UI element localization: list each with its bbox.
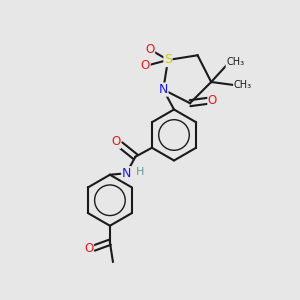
Text: S: S [164,53,172,67]
Text: N: N [159,83,168,96]
Text: O: O [141,59,150,73]
Text: O: O [84,242,94,255]
Text: CH₃: CH₃ [226,58,244,68]
Text: O: O [145,43,154,56]
Text: O: O [111,135,121,148]
Text: N: N [122,167,131,180]
Text: CH₃: CH₃ [234,80,252,90]
Text: O: O [208,94,217,107]
Text: H: H [136,167,144,177]
